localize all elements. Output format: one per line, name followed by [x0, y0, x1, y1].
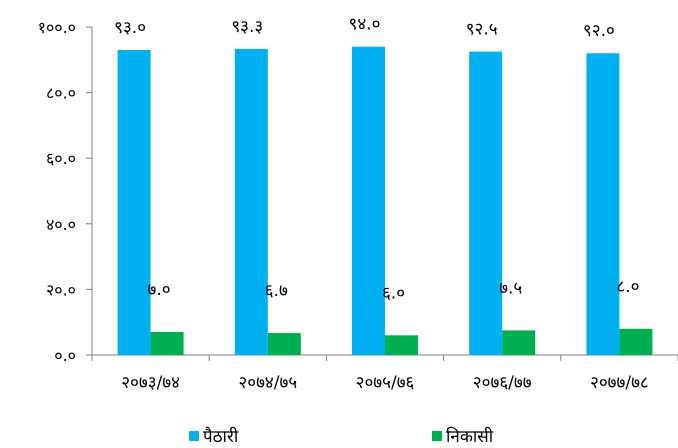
legend-item-export: निकासी — [432, 424, 493, 447]
data-label-import: ९२.० — [583, 21, 615, 41]
legend: पैठारी निकासी — [0, 424, 678, 448]
legend-label-import: पैठारी — [203, 427, 239, 447]
bar-export — [385, 335, 418, 355]
data-label-export: ६.० — [382, 283, 405, 303]
y-tick-label: ०.० — [54, 346, 76, 365]
y-tick-label: ८०.० — [46, 84, 76, 103]
bar-export — [267, 333, 301, 355]
bar-import — [352, 46, 385, 356]
y-tick-label: १००.० — [38, 18, 76, 37]
data-label-import: ९३.० — [114, 18, 146, 38]
y-tick-label: ४०.० — [46, 215, 76, 234]
y-tick-label: ६०.० — [46, 149, 76, 168]
bar-chart: ०.० २०.० ४०.० ६०.० ८०.० १००.० ९३.० ७.० २०७३/७४ ९३… — [38, 15, 678, 393]
bar-import — [586, 53, 620, 356]
x-tick-label: २०७७/७८ — [590, 373, 649, 393]
data-label-export: ६.७ — [265, 281, 288, 301]
x-tick-label: २०७६/७७ — [473, 373, 532, 393]
x-tick-label: २०७५/७६ — [356, 373, 415, 393]
bar-export — [502, 330, 536, 355]
data-label-export: ७.० — [148, 280, 171, 300]
bar-import — [234, 48, 268, 355]
y-tick-label: २०.० — [46, 280, 76, 299]
bar-import — [469, 51, 503, 355]
bar-export — [619, 328, 653, 355]
data-label-import: ९२.५ — [466, 20, 498, 40]
x-tick-label: २०७३/७४ — [121, 373, 180, 393]
bar-import — [117, 49, 151, 356]
data-label-import: ९४.० — [349, 15, 381, 35]
data-label-export: ८.० — [616, 277, 639, 297]
legend-label-export: निकासी — [446, 427, 494, 447]
legend-swatch-import — [189, 430, 199, 441]
data-label-export: ७.५ — [499, 278, 522, 298]
legend-swatch-export — [432, 430, 442, 441]
data-label-import: ९३.३ — [231, 17, 263, 37]
legend-item-import: पैठारी — [189, 424, 238, 447]
x-tick-label: २०७४/७५ — [238, 373, 297, 393]
bar-export — [150, 332, 184, 355]
